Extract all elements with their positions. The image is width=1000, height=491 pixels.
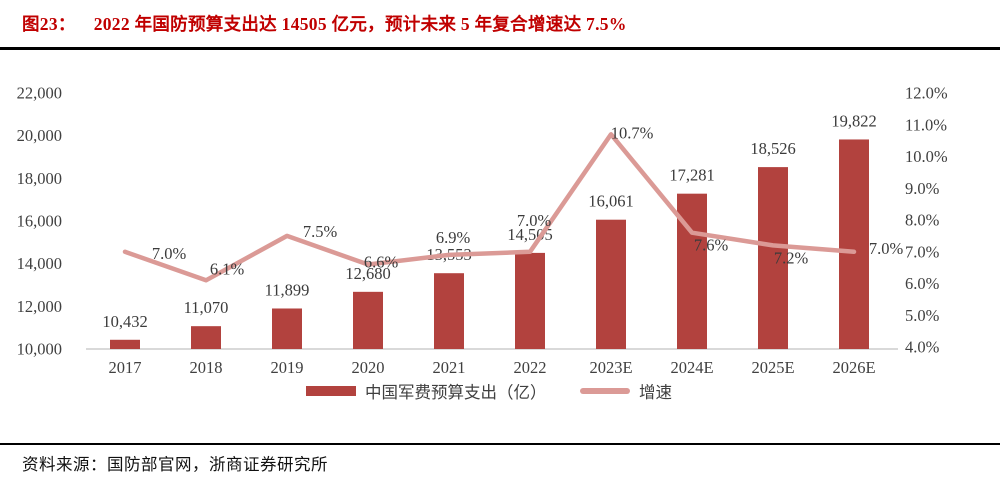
growth-rate-label: 7.2% — [774, 248, 809, 267]
left-axis-tick: 20,000 — [17, 126, 62, 145]
growth-rate-label: 6.6% — [364, 252, 399, 271]
source-text: 资料来源：国防部官网，浙商证券研究所 — [22, 455, 328, 474]
legend-item-growth: 增速 — [580, 379, 672, 403]
growth-rate-label: 7.0% — [152, 244, 187, 263]
legend-item-budget: 中国军费预算支出（亿） — [306, 379, 547, 403]
right-axis-tick: 11.0% — [905, 115, 947, 134]
left-axis-tick: 14,000 — [17, 254, 62, 273]
x-axis-label: 2017 — [109, 358, 142, 377]
growth-rate-label: 10.7% — [611, 123, 654, 142]
bar-2018 — [191, 326, 221, 349]
x-axis-label: 2023E — [589, 358, 632, 377]
growth-rate-label: 6.9% — [436, 228, 471, 247]
figure-title-text: 2022 年国防预算支出达 14505 亿元，预计未来 5 年复合增速达 7.5… — [93, 14, 627, 34]
bar-value-label: 19,822 — [831, 111, 876, 130]
figure-title-row: 图23： 2022 年国防预算支出达 14505 亿元，预计未来 5 年复合增速达… — [22, 11, 627, 36]
bar-2022 — [515, 252, 545, 349]
bar-value-label: 17,281 — [669, 166, 714, 185]
source-divider-line — [0, 443, 1000, 445]
growth-rate-label: 6.1% — [210, 259, 245, 278]
x-axis-label: 2024E — [670, 358, 713, 377]
bar-2019 — [272, 308, 302, 349]
right-axis-tick: 5.0% — [905, 306, 940, 325]
right-axis-tick: 9.0% — [905, 179, 940, 198]
right-axis-tick: 4.0% — [905, 338, 940, 357]
bar-value-label: 10,432 — [102, 312, 147, 331]
figure-number-label: 图23： — [22, 14, 76, 34]
growth-rate-label: 7.5% — [303, 222, 338, 241]
left-axis-tick: 16,000 — [17, 212, 62, 231]
right-axis-tick: 10.0% — [905, 147, 948, 166]
growth-rate-label: 7.0% — [869, 239, 904, 258]
x-axis-label: 2020 — [352, 358, 385, 377]
x-axis-label: 2022 — [514, 358, 547, 377]
right-axis-tick: 8.0% — [905, 211, 940, 230]
bar-value-label: 11,899 — [265, 280, 310, 299]
right-axis-tick: 7.0% — [905, 242, 940, 261]
legend-line-swatch — [580, 388, 630, 394]
bar-2023E — [596, 219, 626, 349]
bar-2021 — [434, 273, 464, 349]
left-axis-tick: 12,000 — [17, 297, 62, 316]
bar-2025E — [758, 167, 788, 349]
right-axis-tick: 12.0% — [905, 84, 948, 103]
growth-rate-label: 7.6% — [694, 236, 729, 255]
growth-line — [122, 132, 857, 283]
left-axis-tick: 18,000 — [17, 169, 62, 188]
x-axis-label: 2021 — [433, 358, 466, 377]
legend-line-label: 增速 — [639, 383, 672, 402]
left-axis-tick: 10,000 — [17, 340, 62, 359]
x-axis-label: 2018 — [190, 358, 223, 377]
legend-bar-swatch — [306, 386, 356, 396]
x-axis-label: 2026E — [832, 358, 875, 377]
bar-2020 — [353, 291, 383, 349]
bar-value-label: 18,526 — [750, 139, 795, 158]
left-axis-tick: 22,000 — [17, 84, 62, 103]
right-axis-tick: 6.0% — [905, 274, 940, 293]
bar-value-label: 11,070 — [184, 298, 229, 317]
legend-bar-label: 中国军费预算支出（亿） — [365, 383, 547, 402]
bar-value-label: 16,061 — [588, 192, 633, 211]
bar-2026E — [839, 139, 869, 349]
bar-2017 — [110, 339, 140, 349]
title-divider-line — [0, 47, 1000, 50]
growth-rate-label: 7.0% — [517, 211, 552, 230]
bar-value-label: 12,680 — [345, 264, 390, 283]
x-axis-label: 2025E — [751, 358, 794, 377]
x-axis-label: 2019 — [271, 358, 304, 377]
